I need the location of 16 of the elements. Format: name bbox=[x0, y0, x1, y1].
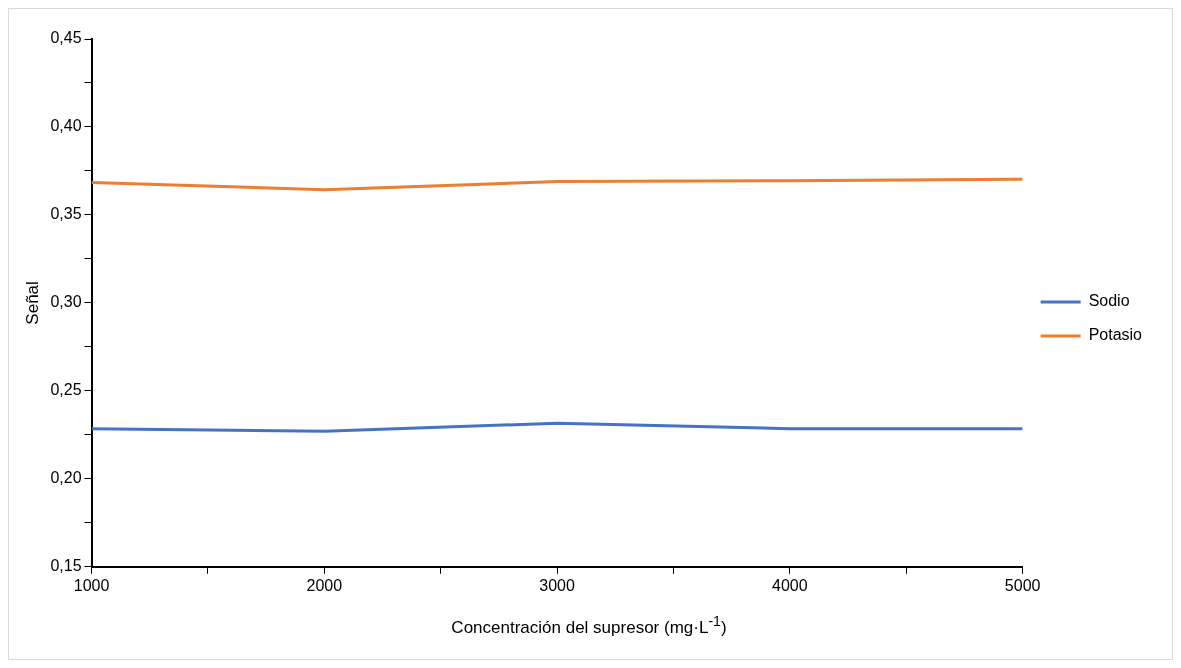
y-tick-label: 0,40 bbox=[50, 117, 82, 135]
y-tick-label: 0,45 bbox=[50, 29, 82, 47]
x-tick-label: 3000 bbox=[539, 576, 575, 594]
x-tick-label: 2000 bbox=[306, 576, 343, 594]
y-tick-label: 0,25 bbox=[50, 381, 82, 399]
x-tick-label: 5000 bbox=[1004, 576, 1041, 594]
y-tick-label: 0,15 bbox=[50, 557, 82, 575]
x-axis-title: Concentración del supresor (mg·L$^{-1}$) bbox=[450, 613, 728, 638]
x-tick-label: 1000 bbox=[73, 576, 110, 594]
y-axis-title: Señal bbox=[22, 281, 42, 325]
y-tick-label: 0,30 bbox=[50, 293, 82, 311]
y-tick-label: 0,20 bbox=[50, 469, 82, 487]
y-tick-label: 0,35 bbox=[50, 205, 82, 223]
legend-label: Potasio bbox=[1088, 326, 1143, 344]
legend-label: Sodio bbox=[1088, 292, 1130, 310]
x-tick-label: 4000 bbox=[772, 576, 808, 594]
